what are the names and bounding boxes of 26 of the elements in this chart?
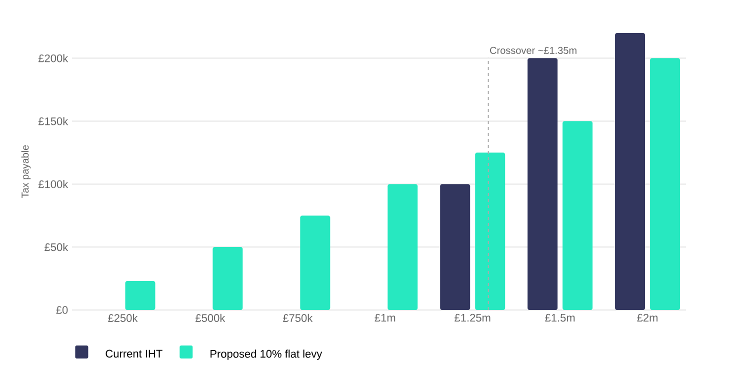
bar — [615, 33, 646, 310]
legend-label: Current IHT — [106, 350, 162, 358]
bar — [440, 184, 470, 310]
x-tick-label: £750k — [282, 314, 313, 322]
bar — [212, 247, 243, 310]
x-tick-label: £1.5m — [545, 314, 575, 322]
x-tick-label: £1m — [374, 314, 396, 322]
bar — [562, 121, 593, 310]
y-tick-label: £150k — [38, 117, 68, 126]
x-tick-label: £1.25m — [454, 314, 490, 322]
bar — [528, 58, 558, 310]
bar — [125, 281, 156, 310]
bar — [388, 184, 418, 310]
bar — [475, 152, 506, 310]
ref-line-label: Crossover ~£1.35m — [490, 46, 576, 54]
bar — [300, 216, 330, 310]
y-tick-label: £50k — [44, 243, 68, 252]
y-axis-title: Tax payable — [21, 145, 31, 198]
x-tick-label: £2m — [637, 314, 658, 322]
x-tick-label: £250k — [108, 314, 138, 322]
x-tick-label: £500k — [196, 314, 226, 322]
y-tick-label: £200k — [38, 54, 68, 62]
legend-label: Proposed 10% flat levy — [210, 350, 322, 360]
bar — [650, 58, 680, 310]
y-tick-label: £100k — [38, 180, 68, 188]
y-tick-label: £0 — [56, 306, 68, 314]
